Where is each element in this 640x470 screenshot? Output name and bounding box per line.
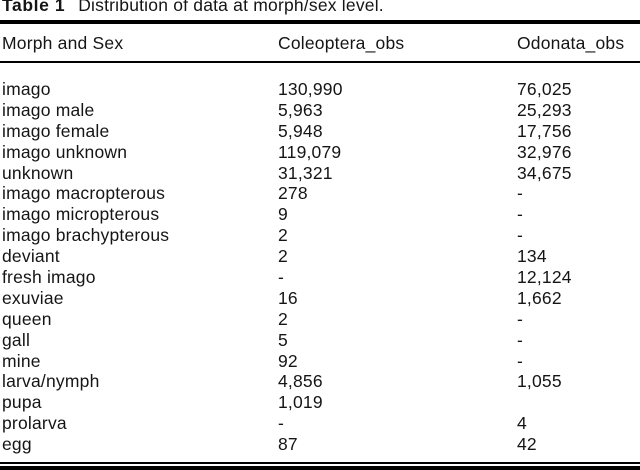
table-number-label: Table 1 <box>2 0 66 15</box>
cell-odonata-obs: 25,293 <box>517 99 572 120</box>
cell-odonata-obs: 17,756 <box>517 120 572 141</box>
table-row: fresh imago - 12,124 <box>0 267 638 288</box>
table-row: imago 130,990 76,025 <box>0 79 638 100</box>
cell-odonata-obs: 12,124 <box>517 267 572 288</box>
cell-coleoptera-obs: 5,948 <box>278 120 323 141</box>
table-bottom-rule-thin <box>0 462 640 464</box>
table-caption: Table 1 Distribution of data at morph/sex… <box>2 0 638 15</box>
cell-morph-and-sex: egg <box>2 434 32 455</box>
cell-morph-and-sex: imago <box>2 79 51 99</box>
cell-morph-and-sex: imago female <box>2 120 110 141</box>
table-row: imago micropterous 9 - <box>0 204 638 225</box>
cell-morph-and-sex: pupa <box>2 392 42 413</box>
table-row: imago unknown 119,079 32,976 <box>0 142 638 163</box>
cell-coleoptera-obs: 278 <box>278 183 308 204</box>
cell-morph-and-sex: deviant <box>2 246 60 267</box>
table-top-rule <box>0 20 640 24</box>
table-row: imago female 5,948 17,756 <box>0 121 638 142</box>
cell-morph-and-sex: queen <box>2 308 52 329</box>
cell-morph-and-sex: imago micropterous <box>2 204 160 225</box>
cell-morph-and-sex: imago male <box>2 99 95 120</box>
cell-coleoptera-obs: 1,019 <box>278 392 323 413</box>
table-caption-text: Distribution of data at morph/sex level. <box>78 0 384 15</box>
cell-morph-and-sex: prolarva <box>2 413 67 434</box>
cell-coleoptera-obs: 2 <box>278 225 288 246</box>
cell-odonata-obs: 4 <box>517 413 527 434</box>
cell-coleoptera-obs: 130,990 <box>278 79 343 99</box>
table-row: prolarva - 4 <box>0 413 638 434</box>
cell-morph-and-sex: imago unknown <box>2 141 128 162</box>
cell-coleoptera-obs: 92 <box>278 350 298 371</box>
cell-coleoptera-obs: - <box>278 267 285 288</box>
table-header-rule <box>0 61 640 63</box>
cell-odonata-obs: 42 <box>517 434 537 455</box>
cell-odonata-obs: - <box>517 350 524 371</box>
cell-odonata-obs: 1,662 <box>517 287 562 308</box>
cell-coleoptera-obs: 5 <box>278 329 288 350</box>
cell-odonata-obs <box>517 392 638 413</box>
cell-coleoptera-obs: 119,079 <box>278 141 342 162</box>
table-body: imago 130,990 76,025 imago male 5,963 25… <box>0 79 638 455</box>
cell-odonata-obs: - <box>517 183 524 204</box>
cell-coleoptera-obs: 4,856 <box>278 371 323 392</box>
cell-odonata-obs: 76,025 <box>517 79 572 99</box>
cell-odonata-obs: - <box>517 329 524 350</box>
cell-coleoptera-obs: 5,963 <box>278 99 323 120</box>
table-bottom-rule-thick <box>0 466 640 470</box>
cell-morph-and-sex: imago brachypterous <box>2 225 170 246</box>
cell-coleoptera-obs: 87 <box>278 434 298 455</box>
cell-odonata-obs: 134 <box>517 246 547 267</box>
table-row: imago male 5,963 25,293 <box>0 100 638 121</box>
cell-coleoptera-obs: - <box>278 413 285 434</box>
table-row: gall 5 - <box>0 330 638 351</box>
cell-coleoptera-obs: 31,321 <box>278 162 333 183</box>
cell-morph-and-sex: unknown <box>2 162 74 183</box>
cell-odonata-obs: - <box>517 308 524 329</box>
cell-odonata-obs: 32,976 <box>517 141 572 162</box>
table-row: larva/nymph 4,856 1,055 <box>0 371 638 392</box>
table-row: exuviae 16 1,662 <box>0 288 638 309</box>
column-header-coleoptera-obs: Coleoptera_obs <box>278 33 405 53</box>
cell-coleoptera-obs: 16 <box>278 287 298 308</box>
cell-morph-and-sex: exuviae <box>2 287 64 308</box>
column-header-odonata-obs: Odonata_obs <box>517 33 625 53</box>
cell-odonata-obs: 34,675 <box>517 162 572 183</box>
cell-odonata-obs: - <box>517 225 524 246</box>
column-header-morph-and-sex: Morph and Sex <box>2 33 124 53</box>
cell-odonata-obs: - <box>517 204 524 225</box>
cell-morph-and-sex: larva/nymph <box>2 371 100 392</box>
table-row: pupa 1,019 <box>0 392 638 413</box>
cell-coleoptera-obs: 2 <box>278 246 288 267</box>
table-row: imago brachypterous 2 - <box>0 225 638 246</box>
table-row: queen 2 - <box>0 309 638 330</box>
cell-coleoptera-obs: 2 <box>278 308 288 329</box>
cell-morph-and-sex: fresh imago <box>2 267 96 288</box>
cell-morph-and-sex: gall <box>2 329 31 350</box>
table-row: deviant 2 134 <box>0 246 638 267</box>
cell-morph-and-sex: mine <box>2 350 41 371</box>
cell-odonata-obs: 1,055 <box>517 371 562 392</box>
table-row: mine 92 - <box>0 351 638 372</box>
cell-coleoptera-obs: 9 <box>278 204 288 225</box>
table-row: unknown 31,321 34,675 <box>0 163 638 184</box>
cell-morph-and-sex: imago macropterous <box>2 183 166 204</box>
table-row: egg 87 42 <box>0 434 638 455</box>
table-row: imago macropterous 278 - <box>0 183 638 204</box>
table-header-row: Morph and Sex Coleoptera_obs Odonata_obs <box>0 33 640 54</box>
